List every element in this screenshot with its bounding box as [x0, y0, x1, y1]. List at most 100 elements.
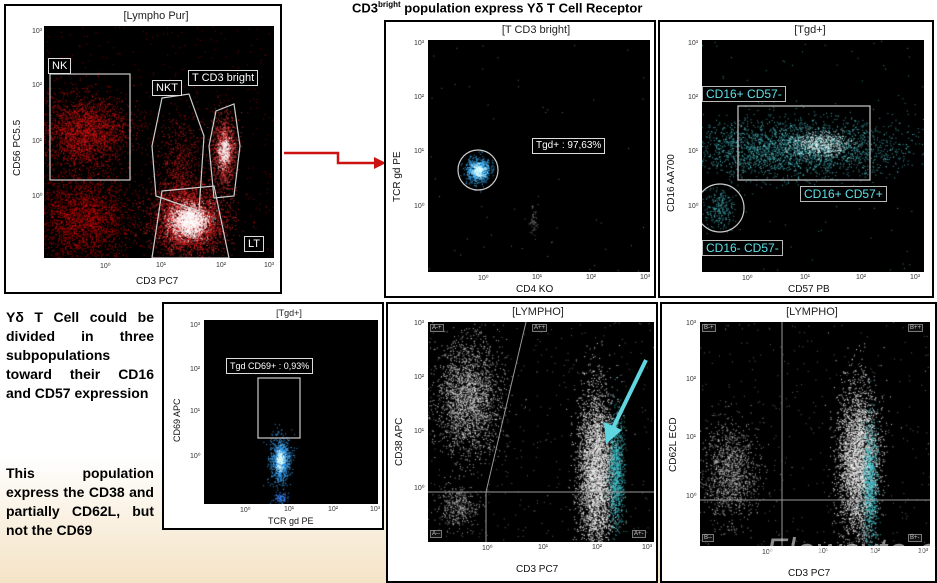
- x-tick: 10¹: [284, 506, 295, 513]
- tgd-cd16-dots: [702, 40, 924, 272]
- y-tick: 10²: [414, 94, 425, 101]
- t-cd3-bright-plot: Tgd+ : 97,63%: [428, 40, 650, 272]
- tgd-cd69-panel: [Tgd+] Tgd CD69+ : 0,93% 10⁰ 10¹ 10² 10³…: [162, 302, 384, 530]
- lympho-cd38-plot: A-+ A++ A-- A+-: [428, 322, 654, 542]
- lympho-pur-title: [Lympho Pur]: [123, 10, 189, 22]
- x-tick: 10²: [870, 548, 881, 555]
- tgd-cd16-title: [Tgd+]: [794, 24, 826, 36]
- y-tick: 10¹: [414, 428, 425, 435]
- y-tick: 10³: [414, 40, 425, 47]
- cd62l-quadrant-lines: [700, 322, 930, 546]
- tgd-cd69-dots: [204, 320, 378, 504]
- y-tick: 10³: [32, 28, 43, 35]
- y-tick: 10⁰: [414, 485, 425, 492]
- x-tick: 10¹: [156, 262, 167, 269]
- tgd-cd69-plot: Tgd CD69+ : 0,93%: [204, 320, 378, 504]
- t-cd3-bright-dots: [428, 40, 650, 272]
- y-tick: 10²: [414, 374, 425, 381]
- lympho-cd38-title: [LYMPHO]: [512, 306, 564, 318]
- x-tick: 10⁰: [478, 275, 489, 282]
- x-tick: 10³: [642, 544, 653, 551]
- quadrant-label: A--: [430, 530, 442, 538]
- y-tick: 10⁰: [688, 203, 699, 210]
- lympho-cd62l-dots: [700, 322, 930, 546]
- y-tick: 10¹: [688, 148, 699, 155]
- y-axis-label: CD38 APC: [394, 417, 405, 466]
- y-tick: 10¹: [32, 138, 43, 145]
- tgd-gate-label: Tgd+ : 97,63%: [532, 138, 606, 154]
- tgd-gate: [457, 149, 499, 191]
- y-tick: 10²: [190, 366, 201, 373]
- y-tick: 10¹: [414, 148, 425, 155]
- y-tick: 10³: [688, 40, 699, 47]
- cd3-bright-gate: [208, 103, 241, 199]
- y-tick: 10⁰: [190, 453, 201, 460]
- quadrant-label: B--: [702, 534, 714, 542]
- quadrant-label: A+-: [632, 530, 646, 538]
- lympho-pur-dots: [44, 26, 274, 258]
- quadrant-label: B+-: [908, 534, 922, 542]
- tgd-cd16-panel: [Tgd+] CD16+ CD57- CD16+ CD57+ CD16- CD5…: [658, 20, 934, 298]
- cd16neg-cd57neg-label: CD16- CD57-: [702, 240, 783, 256]
- x-axis-label: CD3 PC7: [516, 564, 559, 575]
- subpopulation-text: Yδ T Cell could be divided in three subp…: [6, 309, 154, 401]
- nkt-gate: [151, 93, 205, 212]
- x-tick: 10³: [918, 548, 929, 555]
- quadrant-label: B++: [908, 324, 924, 332]
- t-cd3-bright-panel: [T CD3 bright] Tgd+ : 97,63% 10⁰ 10¹ 10²…: [384, 20, 656, 298]
- x-axis-label: CD3 PC7: [788, 568, 831, 579]
- y-tick: 10²: [32, 82, 43, 89]
- lympho-cd62l-panel: [LYMPHO] B-+ B++ B-- B+- 10⁰ 10¹ 10² 10³…: [660, 302, 937, 583]
- x-tick: 10²: [856, 274, 867, 281]
- lympho-pur-panel: [Lympho Pur] NK NKT T CD3 bright LT 10⁰ …: [4, 4, 282, 294]
- y-tick: 10¹: [686, 434, 697, 441]
- x-tick: 10¹: [818, 548, 829, 555]
- lt-gate-label: LT: [244, 236, 265, 252]
- t-cd3-bright-title: [T CD3 bright]: [501, 24, 571, 36]
- lympho-cd62l-plot: B-+ B++ B-- B+-: [700, 322, 930, 546]
- y-tick: 10³: [190, 322, 201, 329]
- y-axis-label: TCR gd PE: [392, 151, 403, 202]
- watermark: Flowcyto.cn: [766, 532, 937, 570]
- y-tick: 10¹: [190, 408, 201, 415]
- page-title: CD3bright population express Yδ T Cell R…: [352, 0, 642, 15]
- y-tick: 10⁰: [414, 203, 425, 210]
- x-tick: 10²: [328, 506, 339, 513]
- title-pre: CD3: [352, 0, 379, 16]
- x-tick: 10¹: [800, 274, 811, 281]
- cd38-quadrant-lines: [428, 322, 654, 542]
- title-sup: bright: [378, 0, 401, 9]
- x-axis-label: TCR gd PE: [268, 516, 314, 526]
- x-tick: 10¹: [532, 274, 543, 281]
- nk-gate-label: NK: [48, 58, 72, 74]
- x-tick: 10²: [586, 274, 597, 281]
- cd69-gate: [257, 377, 301, 439]
- cd3-bright-gate-label: T CD3 bright: [188, 70, 259, 86]
- expression-text: This population express the CD38 and par…: [6, 465, 154, 538]
- cd16pos-cd57pos-label: CD16+ CD57+: [800, 186, 887, 202]
- x-tick: 10²: [216, 262, 227, 269]
- nk-gate: [49, 73, 131, 181]
- tgd-cd69-title: [Tgd+]: [276, 308, 302, 318]
- x-tick: 10⁰: [100, 263, 111, 270]
- lympho-cd62l-title: [LYMPHO]: [786, 306, 838, 318]
- x-tick: 10⁰: [762, 549, 773, 556]
- y-tick: 10⁰: [32, 193, 43, 200]
- tgd-cd16-gates: [702, 105, 871, 233]
- x-tick: 10³: [264, 262, 275, 269]
- y-axis-label: CD62L ECD: [668, 417, 679, 472]
- tgd-cd16-plot: CD16+ CD57- CD16+ CD57+ CD16- CD57-: [702, 40, 924, 272]
- y-axis-label: CD16 AA700: [666, 154, 677, 212]
- cd16pos-cd57neg-label: CD16+ CD57-: [702, 86, 786, 102]
- x-tick: 10²: [592, 544, 603, 551]
- quadrant-label: B-+: [702, 324, 716, 332]
- nkt-gate-label: NKT: [152, 80, 182, 96]
- x-axis-label: CD3 PC7: [136, 276, 179, 287]
- x-axis-label: CD57 PB: [788, 284, 830, 295]
- quadrant-label: A-+: [430, 324, 444, 332]
- x-tick: 10¹: [538, 544, 549, 551]
- x-tick: 10⁰: [482, 545, 493, 552]
- y-tick: 10²: [688, 94, 699, 101]
- title-post: population express Yδ T Cell Receptor: [400, 0, 643, 16]
- quadrant-label: A++: [532, 324, 548, 332]
